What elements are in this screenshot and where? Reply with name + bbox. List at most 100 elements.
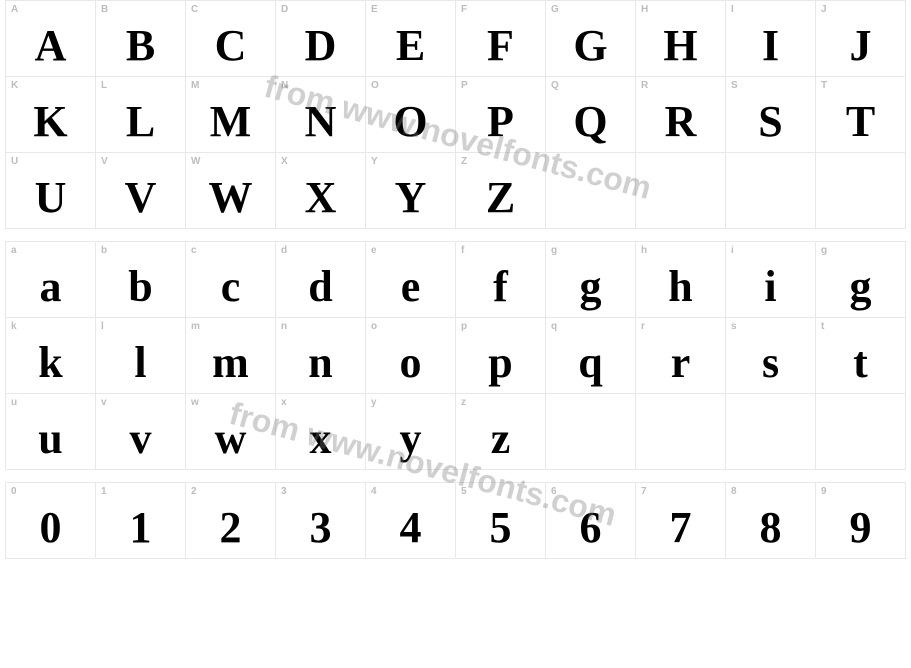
empty-cell — [636, 394, 726, 470]
glyph-cell: XX — [276, 153, 366, 229]
glyph: V — [96, 176, 185, 228]
cell-label: r — [641, 321, 645, 332]
glyph-cell: AA — [6, 1, 96, 77]
glyph-cell: UU — [6, 153, 96, 229]
cell-label: 9 — [821, 486, 827, 497]
cell-label: s — [731, 321, 737, 332]
glyph-cell: ll — [96, 318, 186, 394]
glyph-cell: 00 — [6, 483, 96, 559]
cell-label: x — [281, 397, 287, 408]
glyph: t — [816, 341, 905, 393]
glyph: s — [726, 341, 815, 393]
glyph: x — [276, 417, 365, 469]
cell-label: 7 — [641, 486, 647, 497]
glyph: Q — [546, 100, 635, 152]
cell-label: e — [371, 245, 377, 256]
glyph: p — [456, 341, 545, 393]
cell-label: z — [461, 397, 466, 408]
cell-label: v — [101, 397, 107, 408]
glyph-chart: AA BB CC DD EE FF GG HH II JJ KK LL MM N… — [5, 0, 906, 559]
glyph-cell: qq — [546, 318, 636, 394]
glyph: J — [816, 24, 905, 76]
glyph: B — [96, 24, 185, 76]
cell-label: R — [641, 80, 648, 91]
glyph-cell: WW — [186, 153, 276, 229]
glyph: E — [366, 24, 455, 76]
cell-label: p — [461, 321, 467, 332]
glyph-cell: vv — [96, 394, 186, 470]
cell-label: y — [371, 397, 377, 408]
glyph: i — [726, 265, 815, 317]
glyph: 6 — [546, 506, 635, 558]
glyph-cell: PP — [456, 77, 546, 153]
glyph: A — [6, 24, 95, 76]
cell-label: C — [191, 4, 198, 15]
cell-label: i — [731, 245, 734, 256]
uppercase-grid: AA BB CC DD EE FF GG HH II JJ KK LL MM N… — [5, 0, 906, 229]
glyph: g — [816, 265, 905, 317]
cell-label: T — [821, 80, 827, 91]
glyph: u — [6, 417, 95, 469]
glyph-cell: FF — [456, 1, 546, 77]
cell-label: B — [101, 4, 108, 15]
glyph-cell: 33 — [276, 483, 366, 559]
glyph: L — [96, 100, 185, 152]
glyph: 4 — [366, 506, 455, 558]
cell-label: G — [551, 4, 559, 15]
glyph-cell: bb — [96, 242, 186, 318]
cell-label: c — [191, 245, 197, 256]
glyph-cell: oo — [366, 318, 456, 394]
cell-label: M — [191, 80, 199, 91]
cell-label: N — [281, 80, 288, 91]
glyph: a — [6, 265, 95, 317]
cell-label: h — [641, 245, 647, 256]
glyph-cell: SS — [726, 77, 816, 153]
glyph: f — [456, 265, 545, 317]
glyph-cell: gg — [546, 242, 636, 318]
cell-label: V — [101, 156, 108, 167]
glyph: 5 — [456, 506, 545, 558]
glyph-cell: mm — [186, 318, 276, 394]
cell-label: 1 — [101, 486, 107, 497]
glyph: w — [186, 417, 275, 469]
glyph-cell: uu — [6, 394, 96, 470]
cell-label: X — [281, 156, 288, 167]
empty-cell — [726, 153, 816, 229]
glyph-cell: xx — [276, 394, 366, 470]
cell-label: g — [551, 245, 557, 256]
cell-label: Z — [461, 156, 467, 167]
glyph-cell: ee — [366, 242, 456, 318]
cell-label: J — [821, 4, 827, 15]
glyph: q — [546, 341, 635, 393]
glyph-cell: YY — [366, 153, 456, 229]
cell-label: D — [281, 4, 288, 15]
glyph-cell: ss — [726, 318, 816, 394]
glyph-cell: EE — [366, 1, 456, 77]
cell-label: U — [11, 156, 18, 167]
glyph-cell: VV — [96, 153, 186, 229]
glyph-cell: 11 — [96, 483, 186, 559]
glyph: m — [186, 341, 275, 393]
glyph: M — [186, 100, 275, 152]
cell-label: 5 — [461, 486, 467, 497]
glyph-cell: OO — [366, 77, 456, 153]
cell-label: O — [371, 80, 379, 91]
glyph-cell: LL — [96, 77, 186, 153]
glyph-cell: dd — [276, 242, 366, 318]
glyph: 8 — [726, 506, 815, 558]
cell-label: l — [101, 321, 104, 332]
cell-label: g — [821, 245, 827, 256]
cell-label: n — [281, 321, 287, 332]
glyph-cell: CC — [186, 1, 276, 77]
cell-label: Y — [371, 156, 378, 167]
glyph: e — [366, 265, 455, 317]
glyph: I — [726, 24, 815, 76]
cell-label: u — [11, 397, 17, 408]
glyph: X — [276, 176, 365, 228]
glyph-cell: RR — [636, 77, 726, 153]
cell-label: t — [821, 321, 824, 332]
glyph-cell: yy — [366, 394, 456, 470]
glyph-cell: QQ — [546, 77, 636, 153]
glyph: n — [276, 341, 365, 393]
glyph-cell: cc — [186, 242, 276, 318]
